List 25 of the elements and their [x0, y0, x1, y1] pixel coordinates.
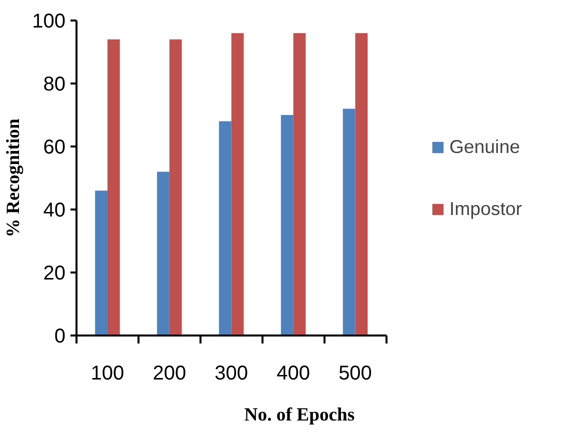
y-tick-label: 0 [54, 326, 66, 348]
bar [157, 172, 170, 336]
bar [280, 115, 294, 336]
y-tick-label: 100 [32, 10, 66, 32]
bar [355, 33, 368, 336]
y-tick-label: 60 [43, 136, 66, 158]
y-tick-label: 80 [43, 74, 66, 96]
x-axis-title: No. of Epochs [244, 404, 355, 426]
bar [231, 33, 244, 336]
bar [169, 39, 182, 336]
x-tick-label: 500 [338, 362, 372, 384]
y-tick-label: 20 [43, 262, 66, 284]
bar [342, 108, 356, 336]
legend-label: Genuine [449, 136, 520, 158]
bar [218, 121, 232, 336]
bar [107, 39, 120, 336]
legend-label: Impostor [449, 198, 522, 220]
x-tick-label: 200 [152, 362, 186, 384]
y-axis-title: % Recognition [3, 118, 24, 238]
y-tick-label: 40 [43, 200, 66, 222]
x-tick-label: 400 [276, 362, 310, 384]
bar [293, 33, 306, 336]
x-tick-label: 300 [214, 362, 248, 384]
x-tick-label: 100 [90, 362, 124, 384]
bar [95, 190, 108, 336]
